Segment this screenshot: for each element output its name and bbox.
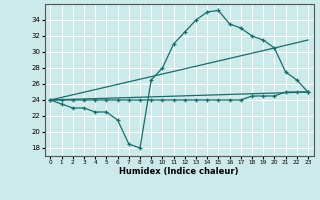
X-axis label: Humidex (Indice chaleur): Humidex (Indice chaleur) <box>119 167 239 176</box>
